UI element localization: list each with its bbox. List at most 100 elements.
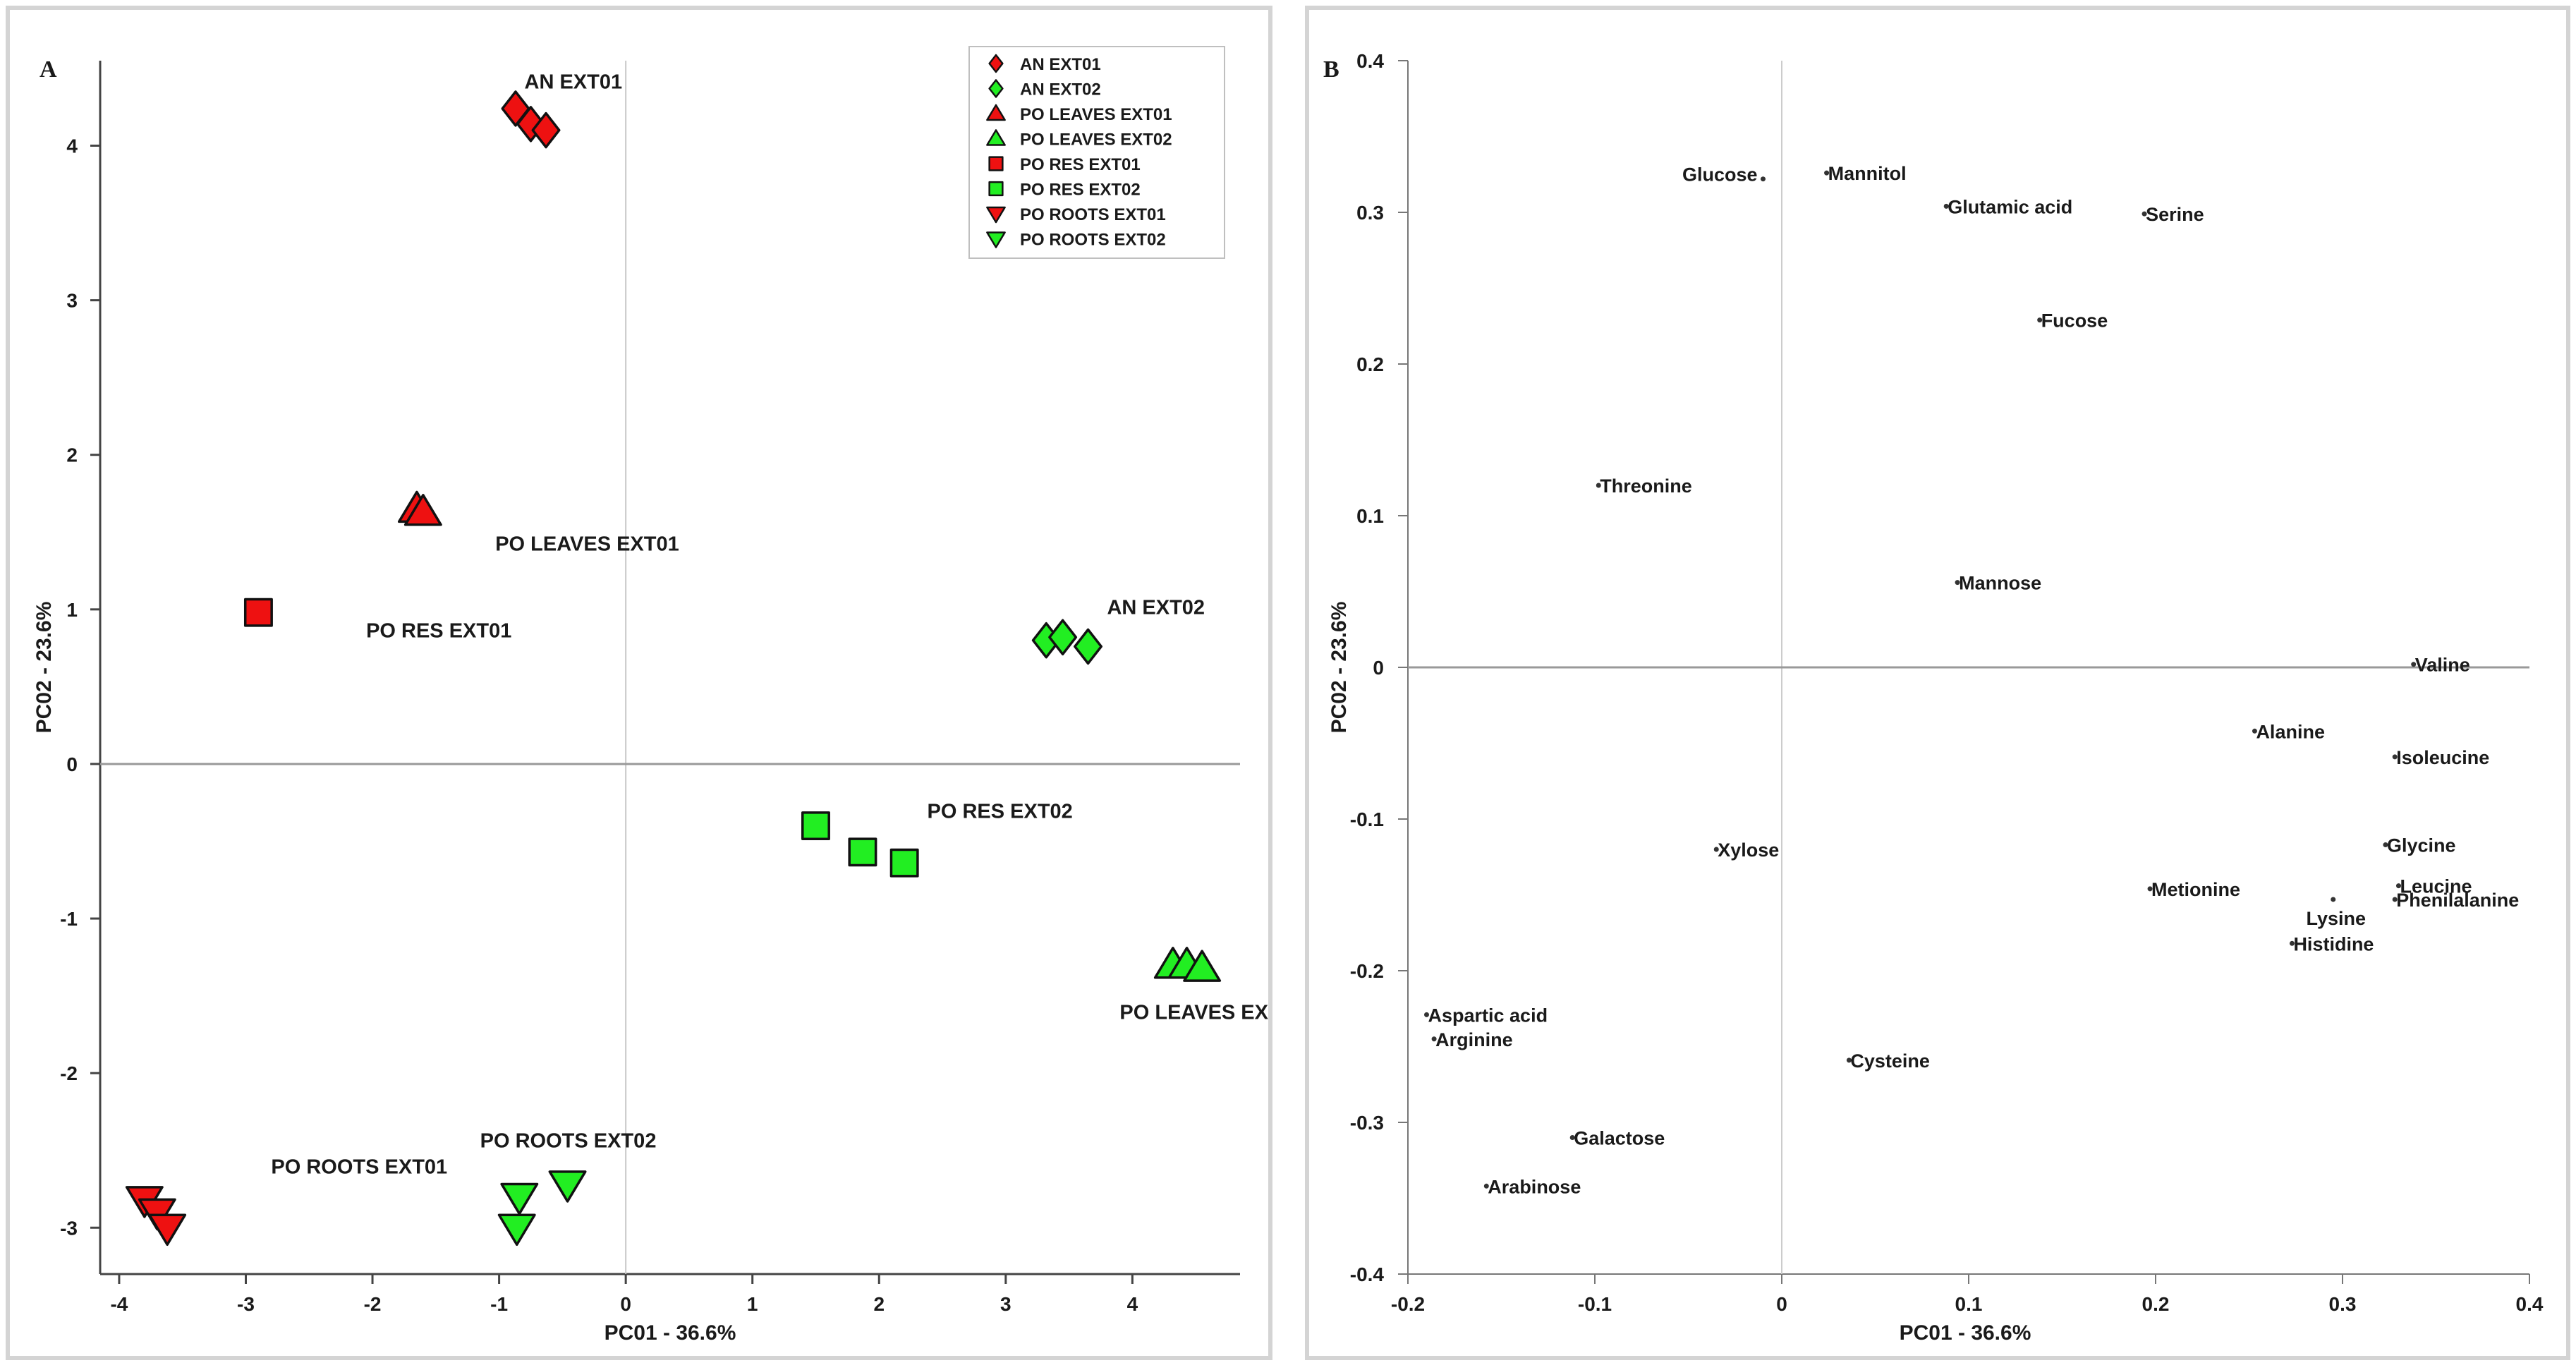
loading-label-arabinose: Arabinose <box>1488 1176 1581 1197</box>
y-tick-label: 2 <box>66 444 78 466</box>
point-po-roots-ext02 <box>500 1182 539 1216</box>
y-tick-label: 4 <box>66 135 78 157</box>
legend-label-po-leaves-ext02: PO LEAVES EXT02 <box>1020 131 1172 150</box>
y-tick-label: 1 <box>66 599 78 621</box>
loading-label-galactose: Galactose <box>1574 1128 1665 1149</box>
legend-label-po-res-ext02: PO RES EXT02 <box>1020 181 1141 200</box>
y-tick-label: -0.3 <box>1350 1112 1384 1134</box>
y-tick-label: 0 <box>1373 657 1384 679</box>
y-tick-label: 0.4 <box>1356 50 1384 72</box>
loading-point-fucose <box>2037 317 2043 323</box>
point-label-po-leaves-ext02: PO LEAVES EXT02 <box>1119 1001 1268 1024</box>
x-tick-label: 0.4 <box>2516 1293 2544 1315</box>
point-po-res-ext01 <box>243 598 273 627</box>
legend-marker-po-leaves-ext01 <box>986 104 1006 121</box>
loading-point-glycine <box>2383 842 2388 848</box>
legend-marker-an-ext02 <box>988 79 1004 98</box>
point-po-res-ext02 <box>889 848 919 878</box>
x-tick-label: -3 <box>237 1293 255 1315</box>
point-label-an-ext02: AN EXT02 <box>1107 596 1205 619</box>
x-tick-label: -4 <box>110 1293 128 1315</box>
loading-label-threonine: Threonine <box>1600 475 1692 497</box>
loading-point-histidine <box>2289 940 2295 946</box>
legend-box <box>968 46 1225 259</box>
loading-label-xylose: Xylose <box>1718 839 1779 861</box>
loading-point-glutamic-acid <box>1943 203 1949 209</box>
legend-marker-po-roots-ext02 <box>986 231 1006 248</box>
loading-label-fucose: Fucose <box>2041 310 2108 332</box>
loading-label-glutamic-acid: Glutamic acid <box>1948 196 2072 217</box>
legend-label-po-leaves-ext01: PO LEAVES EXT01 <box>1020 105 1172 124</box>
y-tick-label: 0.1 <box>1356 505 1384 527</box>
legend-label-po-res-ext01: PO RES EXT01 <box>1020 155 1141 174</box>
x-tick-label: 1 <box>747 1293 758 1315</box>
x-tick-label: 2 <box>873 1293 885 1315</box>
x-tick-label: -0.1 <box>1578 1293 1612 1315</box>
score-plot-svg: A -4 -3 -2 -1 0 1 2 3 4 -3 -2 -1 0 1 2 3 4 PC01 - 36.6% PC0… <box>32 46 1304 1345</box>
point-an-ext01 <box>531 111 561 149</box>
loading-point-mannose <box>1955 580 1960 586</box>
loading-label-lysine: Lysine <box>2306 908 2366 929</box>
panel-letter-b: B <box>1323 56 1339 83</box>
loading-point-glucose <box>1761 176 1766 182</box>
x-tick-label: -1 <box>490 1293 508 1315</box>
panel-letter-a: A <box>40 56 57 83</box>
loading-label-phenilalanine: Phenilalanine <box>2396 890 2519 911</box>
loading-label-valine: Valine <box>2415 655 2470 676</box>
x-tick-label: 4 <box>1127 1293 1138 1315</box>
y-tick-label: -0.4 <box>1350 1263 1385 1285</box>
loading-label-mannitol: Mannitol <box>1828 163 1907 184</box>
legend-marker-an-ext01 <box>988 54 1004 73</box>
legend-label-an-ext01: AN EXT01 <box>1020 55 1101 74</box>
loading-point-threonine <box>1596 483 1601 488</box>
loading-label-glucose: Glucose <box>1682 164 1758 186</box>
point-po-res-ext02 <box>801 811 830 841</box>
loading-point-leucine <box>2396 883 2401 889</box>
loading-point-cysteine <box>1846 1057 1852 1063</box>
x-tick-label: -0.2 <box>1391 1293 1425 1315</box>
y-tick-label: -0.1 <box>1350 808 1384 830</box>
loading-point-lysine <box>2331 897 2336 902</box>
loading-label-metionine: Metionine <box>2151 879 2240 900</box>
loading-label-alanine: Alanine <box>2256 721 2325 742</box>
loading-label-aspartic-acid: Aspartic acid <box>1428 1005 1548 1026</box>
x-axis-title: PC01 - 36.6% <box>1900 1321 2031 1345</box>
x-tick-label: 0 <box>1776 1293 1787 1315</box>
y-tick-label: -2 <box>60 1062 78 1084</box>
y-tick-label: 3 <box>66 290 78 312</box>
legend-marker-po-res-ext02 <box>988 181 1004 197</box>
x-axis-title: PC01 - 36.6% <box>604 1321 736 1345</box>
loading-point-xylose <box>1713 847 1719 852</box>
legend-marker-po-leaves-ext02 <box>986 129 1006 146</box>
loading-point-metionine <box>2147 886 2153 892</box>
loading-plot-svg: B -0.2 -0.1 0 0.1 0.2 0.3 0.4 -0.4 -0.3 -0.2 -0.1 0 0… <box>1323 50 2544 1345</box>
loading-point-isoleucine <box>2392 754 2398 760</box>
loading-label-cysteine: Cysteine <box>1850 1050 1930 1072</box>
loading-label-mannose: Mannose <box>1959 573 2041 594</box>
y-tick-label: 0 <box>66 753 78 775</box>
loading-point-mannitol <box>1824 170 1830 176</box>
loading-label-glycine: Glycine <box>2387 835 2456 856</box>
loading-point-serine <box>2141 211 2147 217</box>
point-po-roots-ext02 <box>548 1170 587 1203</box>
loading-label-serine: Serine <box>2146 204 2204 225</box>
legend-marker-po-res-ext01 <box>988 156 1004 171</box>
x-tick-label: 0.3 <box>2329 1293 2357 1315</box>
point-po-leaves-ext01 <box>403 494 442 526</box>
panel-a-score-plot: A -4 -3 -2 -1 0 1 2 3 4 -3 -2 -1 0 1 2 3 4 PC01 - 36.6% PC0… <box>6 6 1304 1360</box>
y-tick-label: -1 <box>60 908 78 930</box>
point-po-roots-ext02 <box>497 1213 536 1247</box>
point-label-po-leaves-ext01: PO LEAVES EXT01 <box>495 533 679 556</box>
y-axis-title: PC02 - 23.6% <box>1328 602 1351 734</box>
point-an-ext01 <box>501 90 530 127</box>
y-tick-label: -0.2 <box>1350 960 1384 982</box>
y-axis-title: PC02 - 23.6% <box>32 602 56 734</box>
y-tick-label: -3 <box>60 1217 78 1239</box>
panel-b-loading-plot: B -0.2 -0.1 0 0.1 0.2 0.3 0.4 -0.4 -0.3 -0.2 -0.1 0 0… <box>1305 6 2570 1360</box>
loading-point-arabinose <box>1483 1183 1489 1189</box>
loading-point-galactose <box>1569 1135 1575 1140</box>
x-tick-label: 0.2 <box>2142 1293 2170 1315</box>
x-tick-label: 0 <box>620 1293 631 1315</box>
point-po-roots-ext01 <box>148 1213 187 1247</box>
legend-label-po-roots-ext02: PO ROOTS EXT02 <box>1020 231 1166 250</box>
